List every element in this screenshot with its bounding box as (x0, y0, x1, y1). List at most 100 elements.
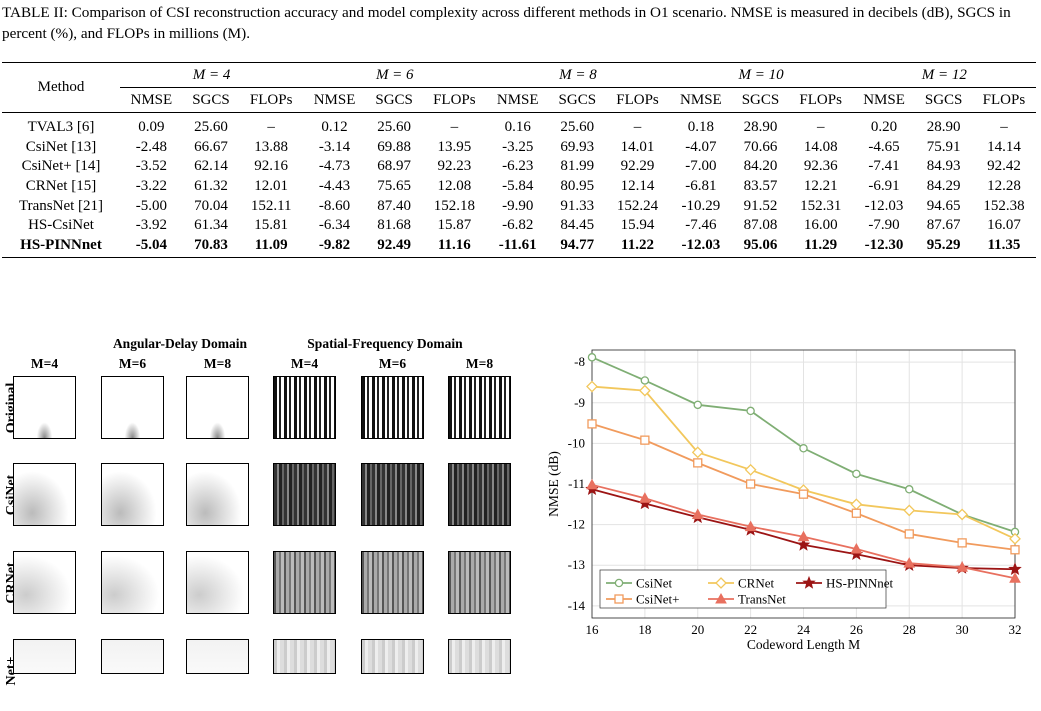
table-cell: 70.04 (194, 197, 228, 214)
table-cell: 152.18 (433, 197, 475, 214)
subheader-sgcs: SGCS (182, 87, 240, 113)
nmse-chart: 16 18 20 22 24 26 28 30 32 -8 -9 -10 -11 -12 -13 -14 Cod… (540, 340, 1035, 674)
reconstruction-tile (13, 639, 76, 674)
subheader-nmse: NMSE (486, 87, 550, 113)
legend-marker (614, 594, 624, 604)
table-cell: 16.07 (987, 217, 1021, 234)
table-cell: -7.41 (868, 158, 900, 175)
reconstruction-tile (13, 376, 76, 439)
table-cell: 91.33 (560, 197, 595, 214)
table-cell: 69.93 (560, 138, 595, 155)
reconstruction-tile (361, 551, 424, 614)
data-point-crnet (903, 504, 916, 517)
method-header: Method (2, 62, 120, 113)
data-point-csinet (587, 353, 597, 362)
y-tick-label: -14 (568, 598, 586, 613)
x-tick-label: 16 (586, 622, 600, 637)
table-cell: 25.60 (194, 119, 228, 136)
reconstruction-tile (448, 463, 511, 526)
table-cell: 75.65 (377, 178, 411, 195)
spatial-frequency-title: Spatial-Frequency Domain (307, 336, 463, 351)
data-point-csinet+ (904, 529, 914, 539)
method-name: CRNet [15] (25, 178, 97, 195)
table-cell: 28.90 (926, 119, 961, 136)
table-cell: 69.88 (377, 138, 411, 155)
legend-label: TransNet (738, 592, 786, 607)
table-cell: 11.16 (422, 235, 487, 259)
reconstruction-tile (101, 639, 164, 674)
legend-marker (715, 577, 727, 589)
reconstruction-tile (273, 376, 336, 439)
table-cell: -8.60 (318, 197, 351, 214)
table-cell: -5.00 (135, 197, 167, 214)
angular-delay-title: Angular-Delay Domain (112, 336, 248, 351)
table-cell: 87.40 (377, 197, 411, 214)
reconstruction-tile (273, 551, 336, 614)
subheader-nmse: NMSE (303, 87, 366, 113)
table-cell: -6.23 (502, 158, 534, 175)
method-name: CsiNet+ [14] (21, 158, 101, 175)
column-label: M=4 (30, 356, 59, 371)
reconstruction-tile (361, 376, 424, 439)
table-cell: 92.36 (803, 158, 838, 175)
table-cell: 84.20 (743, 158, 778, 175)
x-tick-label: 32 (1009, 622, 1022, 637)
data-point-csinet (746, 406, 755, 416)
table-cell: -6.81 (685, 178, 717, 195)
table-cell: 70.66 (743, 138, 778, 155)
subheader-flops: FLOPs (971, 87, 1036, 113)
reconstruction-tile (361, 463, 424, 526)
table-cell: 75.91 (926, 138, 961, 155)
table-cell: 15.81 (254, 217, 289, 234)
table-cell: 66.67 (194, 138, 228, 155)
method-name: TransNet [21] (18, 197, 104, 214)
x-tick-label: 18 (638, 622, 651, 637)
table-row: CsiNet [13] -2.48 66.67 13.88 -3.14 69.88 13.9… (2, 138, 1036, 158)
table-cell: 84.45 (560, 217, 595, 234)
reconstruction-tile (186, 463, 249, 526)
y-tick-label: -10 (568, 435, 585, 450)
table-cell: -11.61 (486, 235, 550, 259)
table-cell: 13.88 (254, 138, 289, 155)
y-tick-label: -9 (574, 395, 585, 410)
table-cell: -5.84 (502, 178, 534, 195)
group-header: M = 8 (486, 62, 670, 88)
column-label: M=6 (118, 356, 147, 371)
table-cell: -12.03 (669, 235, 733, 259)
table-cell: 12.28 (987, 178, 1021, 195)
table-cell: 80.95 (560, 178, 595, 195)
table-cell: 70.83 (182, 235, 240, 259)
table-cell: 28.90 (743, 119, 778, 136)
table-cell: 25.60 (560, 119, 595, 136)
legend-label: CsiNet+ (636, 592, 679, 607)
data-point-csinet+ (798, 489, 809, 499)
table-cell: 14.08 (803, 138, 838, 155)
table-cell: -12.03 (864, 197, 904, 214)
reconstruction-tile (361, 639, 424, 674)
table-cell: 87.67 (926, 217, 961, 234)
column-label: M=4 (290, 356, 319, 371)
data-point-csinet (799, 444, 808, 453)
table-cell: -3.22 (135, 178, 167, 195)
subheader-nmse: NMSE (120, 87, 183, 113)
table-cell: 94.77 (549, 235, 606, 259)
method-name: CsiNet [13] (25, 138, 97, 155)
x-tick-label: 24 (797, 622, 811, 637)
table-cell: 92.23 (437, 158, 472, 175)
x-axis-label: Codeword Length M (747, 637, 860, 652)
data-point-hs-pinnnet (1008, 562, 1022, 575)
legend-marker (715, 592, 727, 604)
table-row: HS-PINNnet -5.04 70.83 11.09 -9.82 92.49 11.16… (2, 235, 1036, 259)
table-cell: 92.16 (254, 158, 289, 175)
table-cell: 95.06 (732, 235, 789, 259)
table-cell: 92.49 (365, 235, 423, 259)
table-cell: 0.16 (504, 119, 531, 136)
table-cell: -7.46 (685, 217, 717, 234)
table-cell: 81.68 (377, 217, 411, 234)
data-point-csinet+ (640, 435, 650, 445)
table-cell: 11.35 (971, 235, 1036, 259)
table-cell: 15.94 (620, 217, 655, 234)
data-point-crnet (956, 508, 969, 521)
data-point-transnet (744, 520, 757, 532)
table-cell: -12.30 (852, 235, 916, 259)
